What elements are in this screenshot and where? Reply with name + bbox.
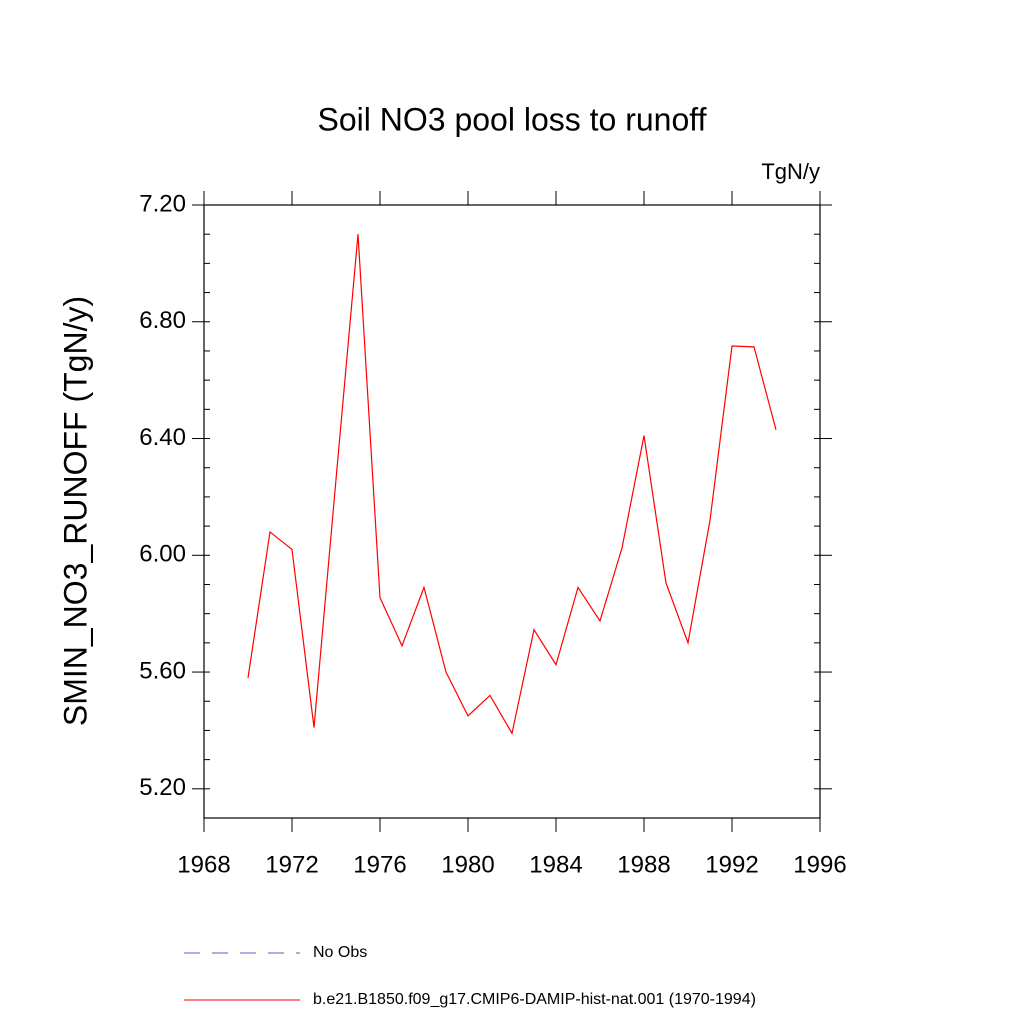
y-tick-label: 6.00	[139, 541, 186, 568]
y-tick-label: 5.20	[139, 774, 186, 801]
x-tick-label: 1980	[441, 851, 494, 878]
plot-frame	[203, 204, 821, 819]
units-label: TgN/y	[761, 159, 820, 184]
legend-label: b.e21.B1850.f09_g17.CMIP6-DAMIP-hist-nat…	[313, 991, 756, 1008]
y-axis-label: SMIN_NO3_RUNOFF (TgN/y)	[57, 296, 93, 726]
y-tick-label: 7.20	[139, 190, 186, 217]
y-tick-label: 6.40	[139, 424, 186, 451]
x-tick-label: 1984	[529, 851, 582, 878]
y-tick-label: 6.80	[139, 307, 186, 334]
x-tick-label: 1972	[265, 851, 318, 878]
x-tick-label: 1988	[617, 851, 670, 878]
x-tick-label: 1996	[793, 851, 846, 878]
x-tick-label: 1992	[705, 851, 758, 878]
legend-label: No Obs	[313, 944, 367, 961]
chart-title: Soil NO3 pool loss to runoff	[318, 101, 707, 137]
y-tick-label: 5.60	[139, 657, 186, 684]
data-line	[247, 234, 777, 735]
x-tick-label: 1968	[177, 851, 230, 878]
x-tick-label: 1976	[353, 851, 406, 878]
